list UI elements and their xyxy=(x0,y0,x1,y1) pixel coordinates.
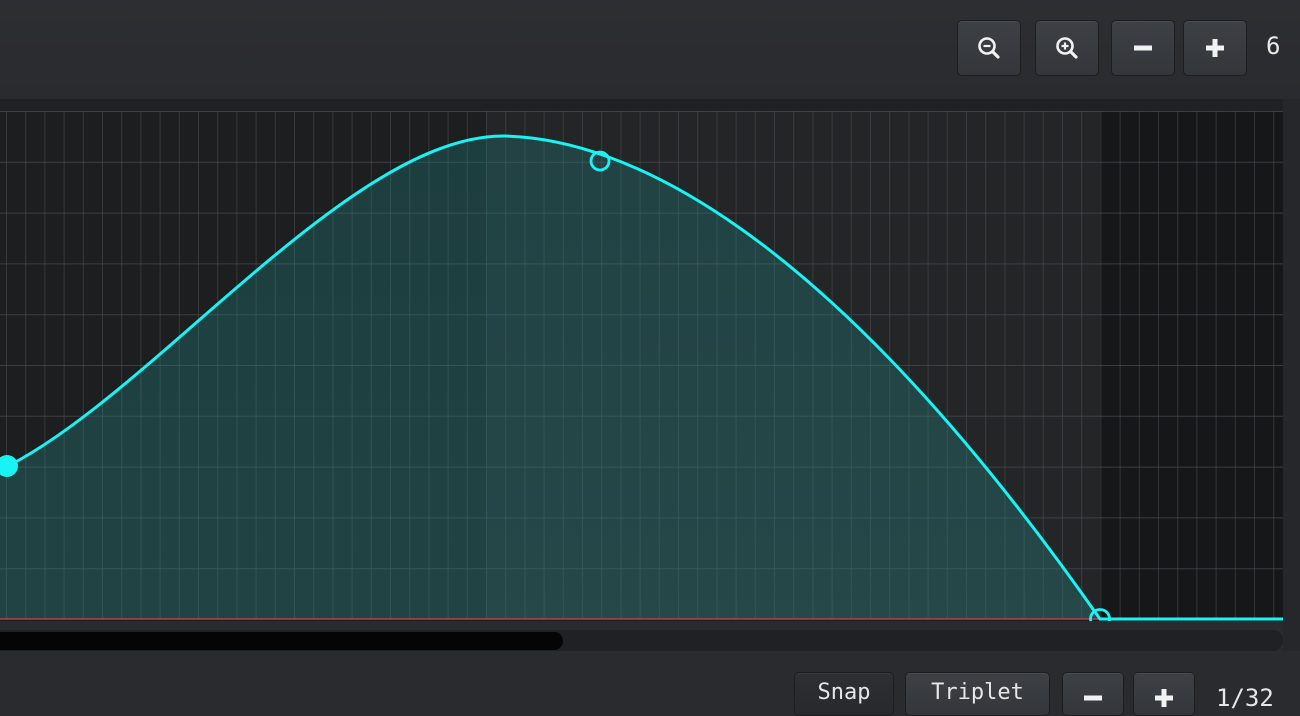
zoom-in-icon xyxy=(1056,37,1078,59)
automation-point[interactable] xyxy=(1089,608,1111,622)
editor-ruler xyxy=(0,99,1283,111)
zoom-out-icon xyxy=(978,37,1000,59)
minus-icon xyxy=(1084,695,1102,701)
zoom-level-value: 6 xyxy=(1266,32,1281,60)
plus-icon xyxy=(1155,689,1173,707)
zoom-out-button[interactable] xyxy=(957,20,1021,76)
triplet-button[interactable]: Triplet xyxy=(905,672,1050,716)
automation-point[interactable] xyxy=(589,150,611,172)
snap-button[interactable]: Snap xyxy=(794,672,894,716)
grid-increase-button[interactable] xyxy=(1133,672,1195,716)
grid-decrease-button[interactable] xyxy=(1062,672,1124,716)
decrease-button[interactable] xyxy=(1111,20,1175,76)
automation-plot[interactable] xyxy=(0,99,1283,621)
automation-point-selected[interactable] xyxy=(0,455,18,477)
minus-icon xyxy=(1134,45,1152,51)
horizontal-scroll-thumb[interactable] xyxy=(0,632,563,650)
zoom-in-button[interactable] xyxy=(1035,20,1099,76)
plus-icon xyxy=(1206,39,1224,57)
automation-editor[interactable] xyxy=(0,99,1283,621)
automation-curve xyxy=(0,134,1283,621)
grid-size-value: 1/32 xyxy=(1216,684,1274,712)
increase-button[interactable] xyxy=(1183,20,1247,76)
top-toolbar: 6 xyxy=(0,0,1300,99)
vertical-scrollbar[interactable] xyxy=(1283,99,1300,651)
